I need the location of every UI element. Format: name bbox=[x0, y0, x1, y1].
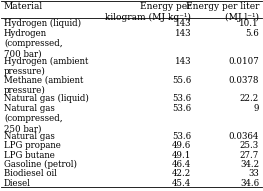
Text: Gasoline (petrol): Gasoline (petrol) bbox=[4, 160, 77, 169]
Text: 49.6: 49.6 bbox=[172, 141, 191, 150]
Text: Energy per liter
(MJ l⁻¹): Energy per liter (MJ l⁻¹) bbox=[185, 2, 259, 22]
Text: 46.4: 46.4 bbox=[172, 160, 191, 169]
Text: 143: 143 bbox=[175, 19, 191, 28]
Text: 10.1: 10.1 bbox=[239, 19, 259, 28]
Text: 0.0378: 0.0378 bbox=[229, 75, 259, 85]
Text: LPG propane: LPG propane bbox=[4, 141, 61, 150]
Text: 22.2: 22.2 bbox=[240, 94, 259, 103]
Text: Natural gas
(compressed,
250 bar): Natural gas (compressed, 250 bar) bbox=[4, 104, 63, 134]
Text: Energy per
kilogram (MJ kg⁻¹): Energy per kilogram (MJ kg⁻¹) bbox=[105, 2, 191, 22]
Text: 143: 143 bbox=[175, 57, 191, 66]
Text: 53.6: 53.6 bbox=[172, 94, 191, 103]
Text: 55.6: 55.6 bbox=[172, 75, 191, 85]
Text: Natural gas: Natural gas bbox=[4, 132, 55, 141]
Text: 0.0107: 0.0107 bbox=[228, 57, 259, 66]
Text: Natural gas (liquid): Natural gas (liquid) bbox=[4, 94, 89, 104]
Text: 49.1: 49.1 bbox=[172, 151, 191, 160]
Text: Hydrogen (ambient
pressure): Hydrogen (ambient pressure) bbox=[4, 57, 88, 76]
Text: 53.6: 53.6 bbox=[172, 132, 191, 141]
Text: 5.6: 5.6 bbox=[245, 29, 259, 38]
Text: Material: Material bbox=[4, 2, 43, 11]
Text: 27.7: 27.7 bbox=[240, 151, 259, 160]
Text: Biodiesel oil: Biodiesel oil bbox=[4, 169, 57, 178]
Text: 34.2: 34.2 bbox=[240, 160, 259, 169]
Text: 33: 33 bbox=[248, 169, 259, 178]
Text: 0.0364: 0.0364 bbox=[229, 132, 259, 141]
Text: Diesel: Diesel bbox=[4, 179, 31, 188]
Text: 42.2: 42.2 bbox=[172, 169, 191, 178]
Text: Methane (ambient
pressure): Methane (ambient pressure) bbox=[4, 75, 83, 95]
Text: Hydrogen
(compressed,
700 bar): Hydrogen (compressed, 700 bar) bbox=[4, 29, 63, 58]
Text: 53.6: 53.6 bbox=[172, 104, 191, 113]
Text: 45.4: 45.4 bbox=[172, 179, 191, 188]
Text: 25.3: 25.3 bbox=[240, 141, 259, 150]
Text: Hydrogen (liquid): Hydrogen (liquid) bbox=[4, 19, 81, 28]
Text: LPG butane: LPG butane bbox=[4, 151, 55, 160]
Text: 34.6: 34.6 bbox=[240, 179, 259, 188]
Text: 9: 9 bbox=[254, 104, 259, 113]
Text: 143: 143 bbox=[175, 29, 191, 38]
